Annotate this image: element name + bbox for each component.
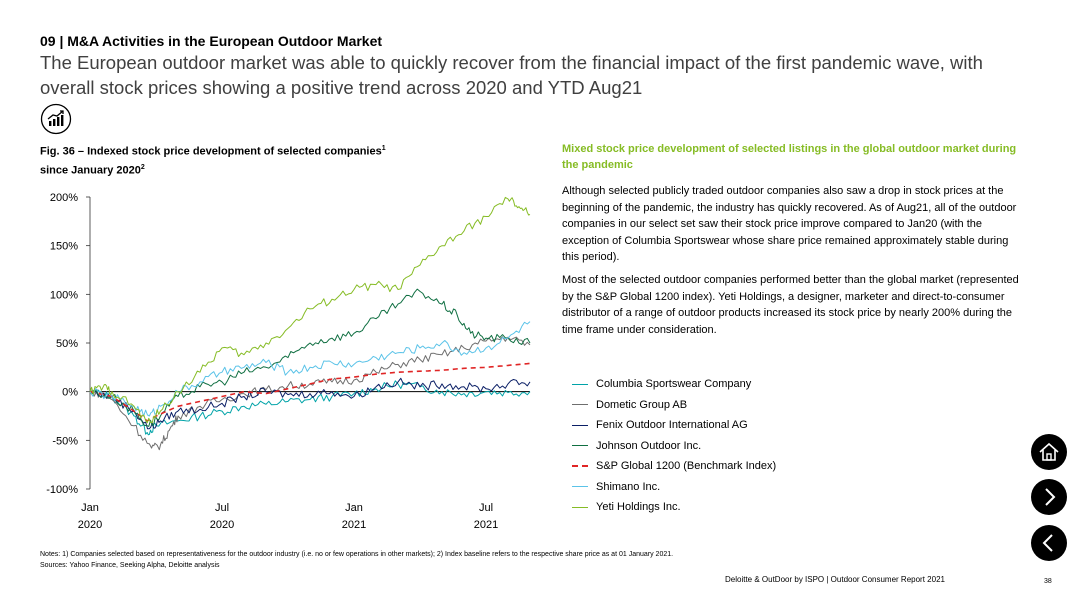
- notes-line: Notes: 1) Companies selected based on re…: [40, 551, 674, 558]
- legend-item: Dometic Group AB: [572, 395, 776, 416]
- x-tick-label-year: 2021: [474, 519, 498, 531]
- x-tick-label-year: 2021: [342, 519, 366, 531]
- legend-label: Columbia Sportswear Company: [596, 378, 752, 391]
- legend-label: S&P Global 1200 (Benchmark Index): [596, 460, 777, 473]
- legend-swatch: [572, 424, 588, 426]
- x-tick-label-year: 2020: [78, 519, 102, 531]
- y-tick-label: 50%: [56, 338, 78, 350]
- right-panel-paragraph-1: Although selected publicly traded outdoo…: [562, 185, 1017, 263]
- section-title: 09 | M&A Activities in the European Outd…: [40, 33, 383, 49]
- legend-item: Johnson Outdoor Inc.: [572, 436, 776, 457]
- legend-swatch: [572, 404, 588, 406]
- chart-legend: Columbia Sportswear Company Dometic Group…: [572, 374, 776, 518]
- legend-label: Shimano Inc.: [596, 480, 661, 493]
- footnote-marker-2: 2: [140, 163, 145, 171]
- x-tick-label-month: Jan: [81, 502, 99, 514]
- x-tick-label-month: Jul: [479, 502, 493, 514]
- footer: Deloitte & OutDoor by ISPO | Outdoor Con…: [725, 575, 945, 584]
- y-tick-label: -50%: [52, 435, 78, 447]
- legend-item: Yeti Holdings Inc.: [572, 497, 776, 518]
- y-tick-label: 150%: [50, 241, 78, 253]
- legend-label: Yeti Holdings Inc.: [596, 501, 681, 514]
- chevron-right-icon: [1045, 488, 1056, 506]
- y-tick-label: -100%: [46, 484, 78, 496]
- right-panel-title: Mixed stock price development of selecte…: [562, 143, 1017, 171]
- x-tick-label-month: Jul: [215, 502, 229, 514]
- footnote-marker-1: 1: [381, 145, 386, 152]
- legend-item: S&P Global 1200 (Benchmark Index): [572, 456, 776, 477]
- legend-swatch: [572, 465, 588, 468]
- previous-page-button[interactable]: [1031, 525, 1067, 561]
- legend-swatch: [572, 506, 588, 508]
- legend-swatch: [572, 486, 588, 488]
- right-panel-paragraph-2: Most of the selected outdoor companies p…: [562, 274, 1019, 336]
- chevron-left-icon: [1042, 534, 1053, 552]
- x-tick-label-year: 2020: [210, 519, 234, 531]
- page-number: 38: [1044, 578, 1052, 585]
- notes: Notes: 1) Companies selected based on re…: [40, 550, 673, 571]
- series-line-columbia-sportswear-company: [89, 380, 531, 436]
- figure-title: Fig. 36 – Indexed stock price developmen…: [40, 141, 520, 178]
- legend-swatch: [572, 445, 588, 447]
- sources-line: Sources: Yahoo Finance, Seeking Alpha, D…: [40, 561, 220, 569]
- legend-label: Johnson Outdoor Inc.: [596, 439, 702, 452]
- figure-title-line2: since January 2020: [40, 164, 141, 177]
- y-tick-label: 0%: [62, 387, 78, 399]
- series-line-s-p-global-1200-benchmark-index: [89, 362, 531, 422]
- legend-swatch: [572, 383, 588, 385]
- legend-label: Dometic Group AB: [596, 398, 688, 411]
- growth-chart-icon: [40, 103, 72, 135]
- legend-label: Fenix Outdoor International AG: [596, 419, 748, 432]
- legend-item: Columbia Sportswear Company: [572, 374, 776, 395]
- next-page-button[interactable]: [1031, 479, 1067, 515]
- series-line-yeti-holdings-inc: [89, 196, 531, 424]
- y-tick-label: 100%: [50, 289, 78, 301]
- x-tick-label-month: Jan: [345, 502, 363, 514]
- y-tick-label: 200%: [50, 192, 78, 204]
- legend-item: Shimano Inc.: [572, 477, 776, 498]
- series-line-shimano-inc: [89, 321, 531, 417]
- home-icon: [1039, 442, 1059, 461]
- home-button[interactable]: [1031, 434, 1067, 470]
- series-line-fenix-outdoor-international-ag: [89, 377, 531, 430]
- series-line-johnson-outdoor-inc: [89, 288, 531, 427]
- legend-item: Fenix Outdoor International AG: [572, 415, 776, 436]
- stock-price-line-chart: 200%150%100%50%0%-50%-100%Jan2020Jul2020…: [46, 192, 531, 531]
- page-headline: The European outdoor market was able to …: [40, 52, 983, 98]
- figure-title-line1: Fig. 36 – Indexed stock price developmen…: [40, 145, 382, 158]
